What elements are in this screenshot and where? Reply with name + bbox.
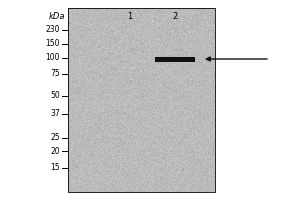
Text: 1: 1	[128, 12, 133, 21]
Text: 50: 50	[50, 92, 60, 100]
Text: 150: 150	[46, 40, 60, 48]
Text: 20: 20	[50, 146, 60, 156]
Text: kDa: kDa	[49, 12, 65, 21]
Bar	[68, 8, 215, 192]
Text: 25: 25	[50, 134, 60, 142]
Text: 2: 2	[172, 12, 178, 21]
Text: 37: 37	[50, 110, 60, 118]
Text: 75: 75	[50, 70, 60, 78]
Text: 100: 100	[46, 53, 60, 62]
Bar	[155, 56, 195, 62]
Text: 15: 15	[50, 164, 60, 172]
Text: 230: 230	[46, 25, 60, 34]
